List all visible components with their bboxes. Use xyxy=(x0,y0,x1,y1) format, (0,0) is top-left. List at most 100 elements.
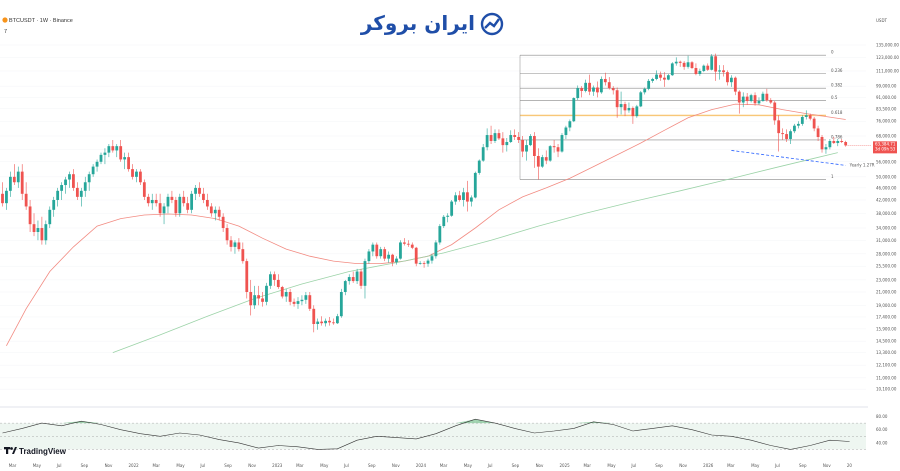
time-tick-label: Jul xyxy=(630,463,636,468)
fib-golden-band xyxy=(520,114,826,117)
candle-bull xyxy=(91,164,95,177)
candle-bull xyxy=(79,187,83,207)
candle-body xyxy=(611,88,615,91)
price-tick-label: 34,000.00 xyxy=(876,226,897,231)
candle-bear xyxy=(820,135,824,153)
candle-bear xyxy=(785,129,788,143)
candle-bear xyxy=(765,88,769,102)
candle-bull xyxy=(395,256,398,265)
tradingview-logo[interactable]: TradingView xyxy=(4,447,67,456)
candle-bear xyxy=(12,164,16,186)
candle-bear xyxy=(20,164,24,200)
candle-body xyxy=(808,115,812,119)
candle-bear xyxy=(312,305,316,333)
candle-bull xyxy=(363,258,367,299)
candle-body xyxy=(663,77,666,80)
candle-bear xyxy=(139,169,142,186)
candle-body xyxy=(127,157,130,170)
candle-body xyxy=(379,249,383,257)
candle-bull xyxy=(446,213,450,223)
price-tick-label: 76,000.00 xyxy=(876,119,897,124)
candle-bear xyxy=(588,74,591,96)
candle-bull xyxy=(426,258,430,267)
candle-bull xyxy=(592,85,595,96)
time-tick-label: Mar xyxy=(727,463,735,468)
candle-body xyxy=(828,140,832,148)
time-axis[interactable]: Mar May Jul Sep Nov 2022 Mar May Jul Sep Nov 2023 Ma… xyxy=(9,463,853,468)
time-tick-label: Sep xyxy=(224,463,232,468)
candle-body xyxy=(5,190,8,204)
candle-body xyxy=(79,190,83,197)
candle-bull xyxy=(540,154,544,168)
candle-bear xyxy=(205,193,209,210)
fibonacci-retracement[interactable]: 0 0.236 0.382 0.5 0.618 0.786 1 xyxy=(519,50,843,180)
currency-label[interactable]: USDT xyxy=(876,18,888,23)
candle-bear xyxy=(229,236,233,252)
time-tick-label: Sep xyxy=(799,463,807,468)
price-axis[interactable]: 135,000.00 123,000.00 111,000.00 99,000.00 9… xyxy=(876,42,899,391)
candle-body xyxy=(651,78,654,81)
candle-bear xyxy=(536,148,540,180)
trend-line[interactable] xyxy=(731,150,846,166)
candle-body xyxy=(399,242,402,259)
candle-body xyxy=(339,291,343,317)
candle-bull xyxy=(324,318,327,327)
candle-body xyxy=(536,155,540,167)
rsi-pane[interactable]: 80.00 60.00 40.00 xyxy=(0,414,888,450)
candle-bull xyxy=(233,240,237,254)
time-tick-label: Mar xyxy=(583,463,591,468)
symbol-header[interactable]: BTCUSDT · 1W · Binance xyxy=(2,17,73,24)
candle-bear xyxy=(142,179,146,200)
candle-bull xyxy=(60,182,63,200)
candle-body xyxy=(91,166,95,175)
candle-bear xyxy=(690,61,694,70)
candle-bull xyxy=(828,138,832,150)
candle-bear xyxy=(663,72,666,87)
candle-body xyxy=(568,121,572,128)
candle-body xyxy=(324,320,327,324)
candle-bull xyxy=(469,195,473,207)
candle-bull xyxy=(572,97,576,123)
candle-body xyxy=(131,169,134,177)
candle-body xyxy=(107,146,111,153)
candle-bull xyxy=(761,91,765,102)
candle-body xyxy=(596,87,599,93)
candle-bull xyxy=(643,87,647,95)
candle-bull xyxy=(16,166,20,188)
candle-bull xyxy=(710,54,714,71)
candle-body xyxy=(343,281,347,292)
candle-body xyxy=(592,87,595,92)
candle-body xyxy=(438,226,442,243)
time-tick-label: 2023 xyxy=(272,463,283,468)
candle-body xyxy=(83,182,87,191)
candle-body xyxy=(198,187,201,194)
candle-body xyxy=(714,56,718,72)
ma-green-line xyxy=(112,152,838,353)
candle-body xyxy=(796,123,800,126)
candle-body xyxy=(99,154,103,162)
candle-bull xyxy=(481,144,485,162)
price-tick-label: 42,000.00 xyxy=(876,197,897,202)
candle-body xyxy=(481,147,485,161)
price-tick-label: 19,000.00 xyxy=(876,303,897,308)
candle-bull xyxy=(418,261,422,265)
candle-body xyxy=(450,201,454,216)
candle-body xyxy=(576,88,580,99)
time-tick-label: May xyxy=(33,463,42,468)
candle-body xyxy=(371,244,375,252)
candle-bear xyxy=(288,288,292,306)
candle-body xyxy=(820,136,824,150)
indicator-toggle[interactable]: 7 xyxy=(4,29,7,35)
candle-bear xyxy=(497,129,501,140)
time-tick-label: Mar xyxy=(440,463,448,468)
candle-body xyxy=(745,96,749,102)
candle-bear xyxy=(694,63,698,76)
candle-body xyxy=(391,254,394,263)
candle-bull xyxy=(576,85,580,101)
candle-bear xyxy=(328,316,331,326)
candle-body xyxy=(548,146,552,161)
candle-body xyxy=(615,90,619,108)
candle-bear xyxy=(32,213,36,237)
candle-bull xyxy=(454,192,457,205)
